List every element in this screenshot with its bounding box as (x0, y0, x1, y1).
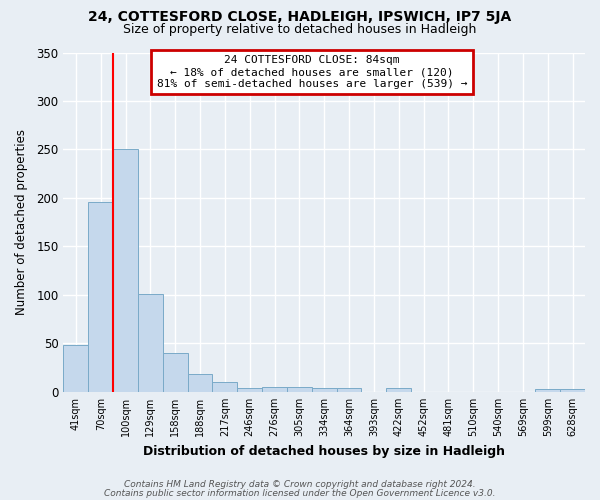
Bar (262, 387, 287, 392)
Bar (237, 388, 262, 392)
Text: 24 COTTESFORD CLOSE: 84sqm
← 18% of detached houses are smaller (120)
81% of sem: 24 COTTESFORD CLOSE: 84sqm ← 18% of deta… (157, 56, 467, 88)
Text: Contains public sector information licensed under the Open Government Licence v3: Contains public sector information licen… (104, 488, 496, 498)
Bar (138, 294, 163, 392)
Bar (287, 387, 312, 392)
Bar (560, 389, 585, 392)
Bar (188, 374, 212, 392)
Bar (212, 382, 237, 392)
X-axis label: Distribution of detached houses by size in Hadleigh: Distribution of detached houses by size … (143, 444, 505, 458)
Bar (337, 388, 361, 392)
Bar (88, 202, 113, 392)
Text: Contains HM Land Registry data © Crown copyright and database right 2024.: Contains HM Land Registry data © Crown c… (124, 480, 476, 489)
Bar (113, 150, 138, 392)
Y-axis label: Number of detached properties: Number of detached properties (15, 129, 28, 315)
Text: 24, COTTESFORD CLOSE, HADLEIGH, IPSWICH, IP7 5JA: 24, COTTESFORD CLOSE, HADLEIGH, IPSWICH,… (88, 10, 512, 24)
Text: Size of property relative to detached houses in Hadleigh: Size of property relative to detached ho… (124, 22, 476, 36)
Bar (386, 388, 411, 392)
Bar (163, 353, 188, 392)
Bar (312, 388, 337, 392)
Bar (64, 346, 88, 392)
Bar (535, 389, 560, 392)
